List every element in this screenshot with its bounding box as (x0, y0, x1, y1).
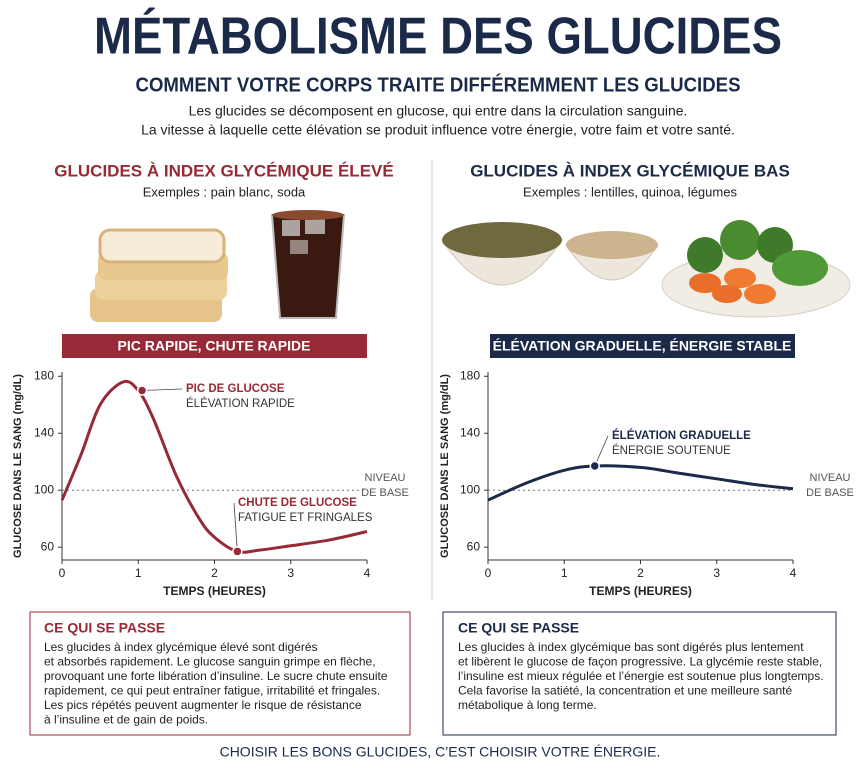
intro-line: Les glucides se décomposent en glucose, … (189, 103, 688, 119)
y-tick-label: 100 (34, 482, 54, 496)
annotation-text: ÉLÉVATION GRADUELLE (612, 429, 751, 442)
y-tick-label: 60 (467, 539, 481, 553)
soda-illustration (270, 210, 346, 319)
y-tick-label: 140 (460, 425, 480, 439)
annotation-text: CHUTE DE GLUCOSE (238, 497, 357, 509)
annotation-text: ÉLÉVATION RAPIDE (186, 397, 295, 410)
box-text: Les glucides à index glycémique bas sont… (458, 640, 804, 654)
glucose-line (60, 379, 368, 554)
x-axis-label: TEMPS (HEURES) (163, 584, 266, 598)
x-tick-label: 4 (364, 566, 371, 580)
banner-text: PIC RAPIDE, CHUTE RAPIDE (118, 338, 311, 354)
lentil-bowl-illustration (441, 222, 563, 286)
x-tick-label: 3 (287, 566, 294, 580)
annotation-leader (233, 502, 238, 552)
panel-title: GLUCIDES À INDEX GLYCÉMIQUE BAS (470, 161, 790, 180)
annotation-leader (594, 435, 609, 467)
baseline-label: NIVEAU (365, 472, 406, 484)
y-tick-label: 60 (41, 539, 55, 553)
quinoa-bowl-illustration (565, 231, 659, 281)
box-title: CE QUI SE PASSE (44, 620, 165, 636)
info-box (29, 611, 411, 736)
box-text: et absorbés rapidement. Le glucose sangu… (44, 655, 376, 669)
bread-illustration (90, 228, 228, 322)
box-text: provoquant une forte libération d’insuli… (44, 669, 388, 683)
box-text: Les pics répétés peuvent augmenter le ri… (44, 698, 362, 712)
y-tick-label: 180 (460, 368, 480, 382)
panel-title: GLUCIDES À INDEX GLYCÉMIQUE ÉLEVÉ (54, 161, 393, 180)
intro-line: La vitesse à laquelle cette élévation se… (141, 122, 735, 138)
box-title: CE QUI SE PASSE (458, 620, 579, 636)
annotation-text: FATIGUE ET FRINGALES (238, 512, 373, 524)
box-text: métabolique à long terme. (458, 698, 597, 712)
y-axis-label: GLUCOSE DANS LE SANG (mg/dL) (12, 374, 24, 558)
panel-examples: Exemples : lentilles, quinoa, légumes (523, 184, 737, 199)
banner (490, 334, 795, 358)
baseline-label: DE BASE (806, 487, 854, 499)
box-text: rapidement, ce qui peut entraîner fatigu… (44, 684, 380, 698)
y-tick-label: 180 (34, 368, 54, 382)
annotation-text: ÉNERGIE SOUTENUE (612, 444, 731, 457)
panel-examples: Exemples : pain blanc, soda (143, 184, 306, 199)
x-tick-label: 0 (59, 566, 66, 580)
x-tick-label: 1 (561, 566, 568, 580)
baseline-label: DE BASE (361, 487, 409, 499)
box-text: et libèrent le glucose de façon progress… (458, 655, 822, 669)
x-tick-label: 2 (211, 566, 218, 580)
x-tick-label: 4 (790, 566, 797, 580)
y-tick-label: 140 (34, 425, 54, 439)
x-axis-label: TEMPS (HEURES) (589, 584, 692, 598)
info-box (442, 611, 837, 736)
baseline-label: NIVEAU (810, 472, 851, 484)
box-text: Cela favorise la satiété, la concentrati… (458, 684, 793, 698)
glucose-line (487, 464, 794, 502)
annotation-marker (232, 546, 243, 557)
x-tick-label: 3 (713, 566, 720, 580)
footer: CHOISIR LES BONS GLUCIDES, C’EST CHOISIR… (220, 744, 661, 760)
annotation-marker (136, 385, 148, 396)
vegetable-plate-illustration (661, 220, 851, 318)
box-text: l’insuline est mieux régulée et l’énergi… (458, 669, 824, 683)
y-axis-label: GLUCOSE DANS LE SANG (mg/dL) (439, 374, 451, 558)
x-tick-label: 0 (485, 566, 492, 580)
banner (62, 334, 367, 358)
box-text: à l’insuline et de gain de poids. (44, 713, 208, 727)
box-text: Les glucides à index glycémique élevé so… (44, 640, 318, 654)
annotation-text: PIC DE GLUCOSE (186, 383, 285, 395)
x-tick-label: 2 (637, 566, 644, 580)
title: MÉTABOLISME DES GLUCIDES (94, 8, 782, 66)
banner-text: ÉLÉVATION GRADUELLE, ÉNERGIE STABLE (493, 338, 792, 354)
annotation-leader (142, 388, 183, 391)
y-tick-label: 100 (460, 482, 480, 496)
x-tick-label: 1 (135, 566, 142, 580)
subtitle: COMMENT VOTRE CORPS TRAITE DIFFÉREMMENT … (136, 73, 741, 96)
annotation-marker (589, 460, 600, 472)
